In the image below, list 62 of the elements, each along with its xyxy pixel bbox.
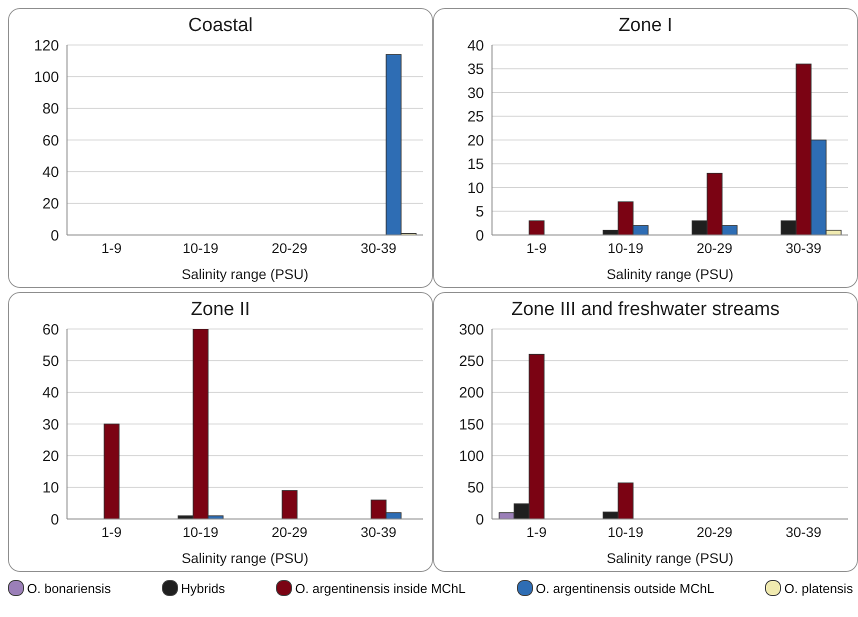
x-tick-label: 20-29 [696, 524, 733, 540]
x-tick-label: 20-29 [272, 240, 308, 256]
y-tick-label: 5 [476, 204, 484, 221]
chart-title: Coastal [187, 15, 254, 38]
x-tick-label: 20-29 [272, 524, 308, 540]
y-tick-label: 120 [34, 37, 59, 54]
x-tick-label: 10-19 [182, 240, 219, 256]
chart-title: Zone III and freshwater streams [510, 299, 781, 322]
y-tick-label: 25 [467, 108, 484, 126]
legend-label: O. argentinensis outside MChL [536, 580, 714, 596]
y-tick-label: 20 [42, 196, 59, 213]
y-tick-label: 20 [42, 448, 59, 465]
chart-title: Zone II [190, 299, 252, 322]
y-tick-label: 35 [467, 61, 484, 78]
y-tick-label: 30 [467, 84, 484, 102]
x-axis-title: Salinity range (PSU) [606, 266, 734, 282]
x-axis-title: Salinity range (PSU) [182, 266, 308, 282]
bar [528, 220, 545, 235]
x-tick-label: 1-9 [526, 240, 547, 256]
y-tick-label: 50 [42, 352, 59, 370]
x-tick-label: 30-39 [786, 524, 822, 540]
x-tick-label: 1-9 [526, 524, 547, 540]
x-tick-label: 20-29 [696, 240, 733, 256]
y-tick-label: 200 [458, 384, 484, 402]
x-tick-label: 10-19 [608, 524, 644, 540]
x-tick-label: 30-39 [786, 240, 822, 256]
y-tick-label: 0 [476, 511, 484, 528]
y-tick-label: 40 [467, 37, 484, 54]
legend-label: O. platensis [784, 580, 853, 596]
x-tick-label: 10-19 [608, 240, 644, 256]
y-tick-label: 40 [42, 164, 59, 181]
bar [282, 490, 298, 519]
bar [104, 424, 120, 519]
x-axis-title: Salinity range (PSU) [182, 550, 308, 566]
y-tick-label: 30 [42, 416, 59, 434]
y-tick-label: 40 [42, 384, 59, 402]
y-tick-label: 60 [42, 321, 59, 338]
y-tick-label: 0 [50, 511, 59, 528]
y-tick-label: 10 [42, 480, 59, 497]
y-tick-label: 150 [458, 416, 484, 434]
legend-label: O. bonariensis [27, 580, 111, 596]
chart-title: Zone I [618, 15, 674, 38]
y-tick-label: 20 [467, 132, 484, 150]
legend-label: Hybrids [180, 580, 225, 596]
y-tick-label: 50 [467, 480, 484, 497]
y-tick-label: 250 [458, 352, 484, 370]
y-tick-label: 80 [42, 100, 59, 118]
y-tick-label: 0 [50, 227, 59, 244]
x-tick-label: 30-39 [360, 524, 397, 540]
x-tick-label: 10-19 [182, 524, 219, 540]
y-tick-label: 100 [458, 448, 484, 465]
x-tick-label: 1-9 [101, 524, 122, 540]
y-tick-label: 100 [34, 68, 59, 86]
y-tick-label: 60 [42, 132, 59, 150]
legend-label: O. argentinensis inside MChL [295, 580, 466, 596]
y-tick-label: 300 [458, 321, 484, 338]
y-tick-label: 15 [467, 156, 484, 174]
x-tick-label: 30-39 [360, 240, 397, 256]
y-tick-label: 0 [476, 227, 484, 244]
x-axis-title: Salinity range (PSU) [606, 550, 734, 566]
x-tick-label: 1-9 [101, 240, 122, 256]
y-tick-label: 10 [467, 180, 484, 197]
